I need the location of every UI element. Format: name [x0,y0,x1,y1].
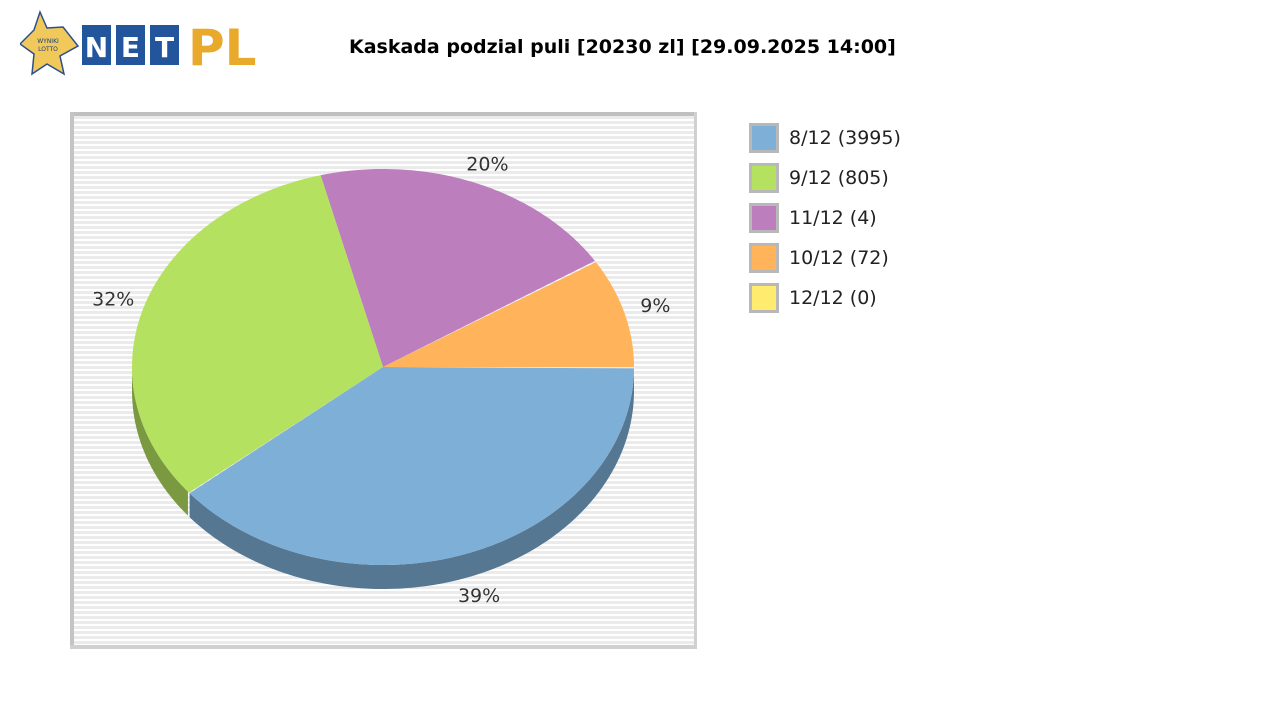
plot-border [70,112,697,116]
legend-swatch [749,243,779,273]
svg-text:PL: PL [188,19,257,77]
plot-stripe [74,141,697,144]
pie-slice[interactable] [383,262,634,367]
legend-item: 11/12 (4) [749,203,877,233]
plot-stripe [74,116,697,119]
plot-stripe [74,126,697,129]
plot-stripe [74,601,697,604]
plot-stripe [74,121,697,124]
plot-stripe [74,636,697,639]
legend-item: 9/12 (805) [749,163,889,193]
slice-label: 39% [458,585,500,607]
slice-label: 32% [92,289,134,311]
legend-item: 12/12 (0) [749,283,877,313]
legend-label: 8/12 (3995) [789,127,901,149]
legend-item: 8/12 (3995) [749,123,901,153]
plot-stripe [74,641,697,644]
pie-slice[interactable] [132,175,383,493]
plot-stripe [74,631,697,634]
pie-slice-side [132,367,188,516]
svg-text:N: N [85,31,108,64]
plot-border [70,112,74,649]
plot-stripe [74,626,697,629]
slice-label: 20% [466,153,508,175]
plot-stripe [74,596,697,599]
legend-swatch [749,163,779,193]
pie-slice-side [189,368,634,589]
plot-stripe [74,621,697,624]
plot-stripe [74,161,697,164]
legend-label: 11/12 (4) [789,207,877,229]
svg-text:E: E [121,31,140,64]
plot-stripe [74,136,697,139]
legend-item: 10/12 (72) [749,243,889,273]
plot-stripe [74,606,697,609]
netpl-logo: WYNIKI LOTTO N E T PL [20,10,257,77]
svg-text:LOTTO: LOTTO [38,46,58,53]
plot-stripe [74,131,697,134]
plot-stripe [74,156,697,159]
plot-stripe [74,151,697,154]
pie-slice[interactable] [189,367,634,565]
legend-label: 12/12 (0) [789,287,877,309]
legend-label: 9/12 (805) [789,167,889,189]
legend-swatch [749,283,779,313]
svg-text:WYNIKI: WYNIKI [37,38,59,45]
chart-title: Kaskada podzial puli [20230 zl] [29.09.2… [349,36,896,58]
legend-swatch [749,203,779,233]
plot-stripe [74,591,697,594]
pie-slice[interactable] [320,169,595,367]
plot-stripe [74,166,697,169]
legend-label: 10/12 (72) [789,247,889,269]
plot-stripe [74,616,697,619]
legend-swatch [749,123,779,153]
slice-label: 9% [640,295,670,317]
plot-border [70,645,697,649]
plot-border [694,112,697,649]
plot-stripe [74,611,697,614]
svg-text:T: T [155,31,174,64]
plot-stripe [74,146,697,149]
